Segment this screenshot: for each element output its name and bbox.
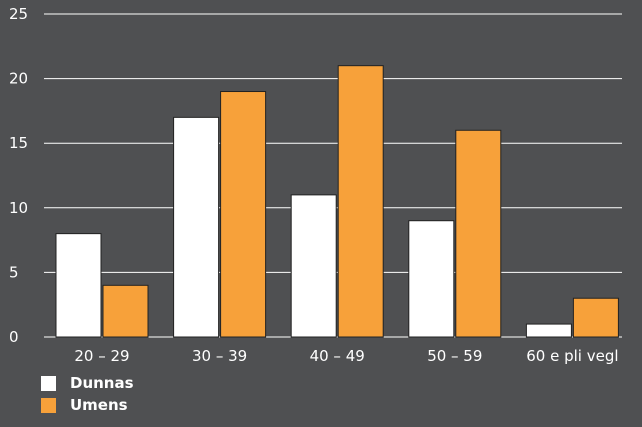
bar-dunnas-2: [290, 194, 337, 338]
y-tick-label-10: 10: [9, 199, 28, 217]
legend-swatch-dunnas: [41, 375, 56, 391]
bar-dunnas-0: [55, 233, 102, 338]
x-tick-label-4: 60 e pli vegl: [526, 347, 618, 365]
legend-label-dunnas: Dunnas: [70, 374, 134, 392]
x-tick-label-1: 30 – 39: [192, 347, 247, 365]
bar-umens-2: [337, 65, 384, 338]
bar-umens-0: [102, 284, 149, 338]
legend: Dunnas Umens: [41, 372, 134, 416]
legend-swatch-umens: [41, 397, 56, 413]
y-tick-label-5: 5: [9, 263, 19, 281]
y-tick-label-0: 0: [9, 328, 19, 346]
bar-umens-1: [220, 91, 267, 338]
y-tick-label-25: 25: [9, 5, 28, 23]
bar-umens-3: [455, 129, 502, 338]
x-tick-label-0: 20 – 29: [74, 347, 129, 365]
legend-item-dunnas: Dunnas: [41, 372, 134, 394]
y-tick-label-15: 15: [9, 134, 28, 152]
bar-umens-4: [572, 297, 619, 338]
bar-dunnas-3: [408, 220, 455, 338]
bar-dunnas-4: [525, 323, 572, 338]
y-tick-label-20: 20: [9, 70, 28, 88]
legend-item-umens: Umens: [41, 394, 134, 416]
legend-label-umens: Umens: [70, 396, 128, 414]
bar-dunnas-1: [173, 116, 220, 338]
x-tick-label-3: 50 – 59: [427, 347, 482, 365]
x-tick-label-2: 40 – 49: [310, 347, 365, 365]
